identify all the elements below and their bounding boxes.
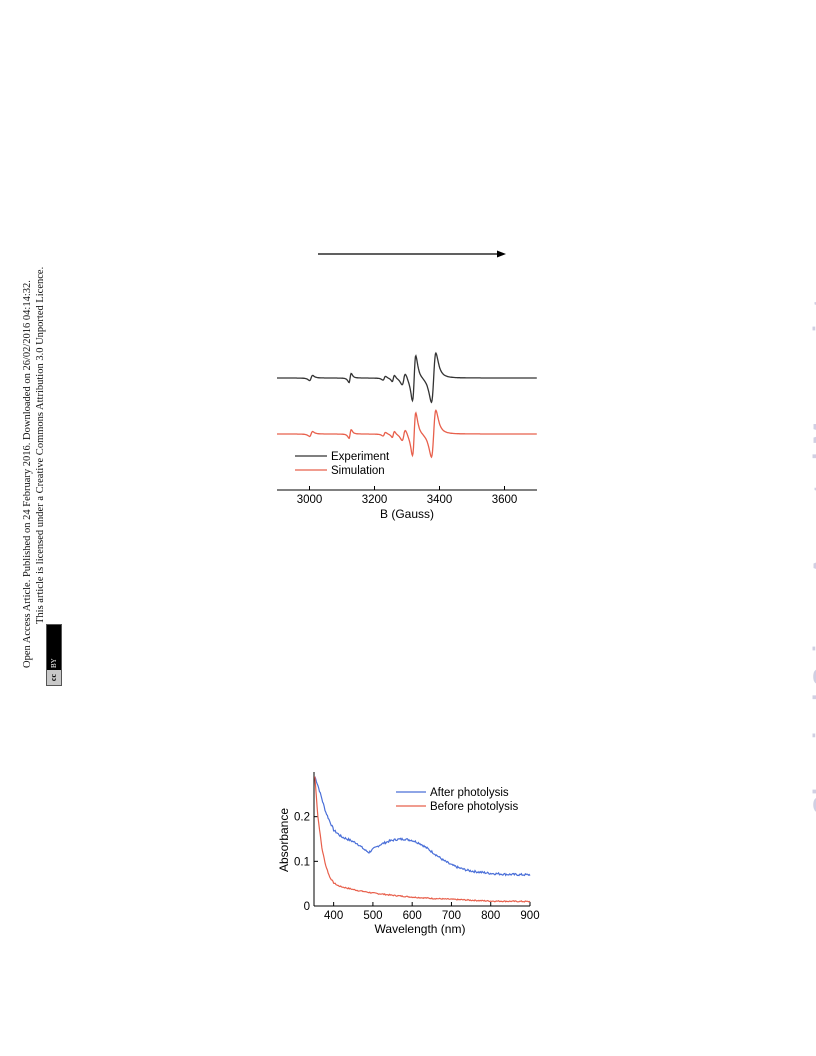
abs-x-tick-label: 500 [363, 910, 382, 922]
epr-x-tick-label: 3200 [362, 494, 388, 506]
abs-x-axis-label: Wavelength (nm) [375, 922, 466, 936]
reaction-arrow [318, 250, 506, 258]
epr-x-ticks: 3000 3200 3400 3600 [297, 486, 518, 506]
abs-x-tick-label: 600 [403, 910, 422, 922]
epr-x-tick-label: 3000 [297, 494, 323, 506]
abs-y-axis-label: Absorbance [277, 808, 291, 872]
epr-legend: Experiment Simulation [295, 451, 390, 477]
by-icon: BY [47, 625, 61, 670]
abs-y-tick-label: 0 [304, 901, 310, 913]
arrow-head [497, 250, 506, 258]
legend-label-experiment: Experiment [331, 451, 390, 463]
abs-legend: After photolysis Before photolysis [396, 787, 518, 813]
abs-y-tick-label: 0.2 [294, 812, 310, 824]
before-photolysis-line [314, 776, 531, 903]
legend-label-before: Before photolysis [430, 801, 518, 813]
epr-x-tick-label: 3400 [427, 494, 453, 506]
open-access-notice: Open Access Article. Published on 24 Feb… [22, 208, 62, 686]
abs-y-ticks: 0 0.1 0.2 [294, 812, 318, 913]
cc-by-badge: cc BY [46, 624, 62, 686]
abs-x-tick-label: 700 [442, 910, 461, 922]
epr-simulation-line [277, 409, 537, 459]
legend-label-simulation: Simulation [331, 465, 385, 477]
abs-x-tick-label: 800 [481, 910, 500, 922]
abs-x-ticks: 400 500 600 700 800 900 [324, 902, 540, 922]
notice-line-1: Open Access Article. Published on 24 Feb… [22, 280, 33, 668]
abs-x-tick-label: 900 [520, 910, 539, 922]
epr-spectrum-chart: 3000 3200 3400 3600 Experiment Simulation B… [277, 351, 537, 521]
legend-label-after: After photolysis [430, 787, 509, 799]
epr-x-tick-label: 3600 [492, 494, 518, 506]
abs-y-tick-label: 0.1 [294, 856, 310, 868]
epr-experiment-line [277, 351, 537, 404]
cc-icon: cc [47, 670, 61, 685]
absorbance-chart: 400 500 600 700 800 900 0 0.1 0.2 After photoly… [277, 772, 540, 936]
epr-x-axis-label: B (Gauss) [380, 507, 434, 521]
notice-line-2: This article is licensed under a Creativ… [35, 266, 46, 624]
after-photolysis-line [314, 776, 531, 877]
accepted-manuscript-watermark: Chemical Science Accepted Manuscript [808, 298, 816, 815]
abs-x-tick-label: 400 [324, 910, 343, 922]
